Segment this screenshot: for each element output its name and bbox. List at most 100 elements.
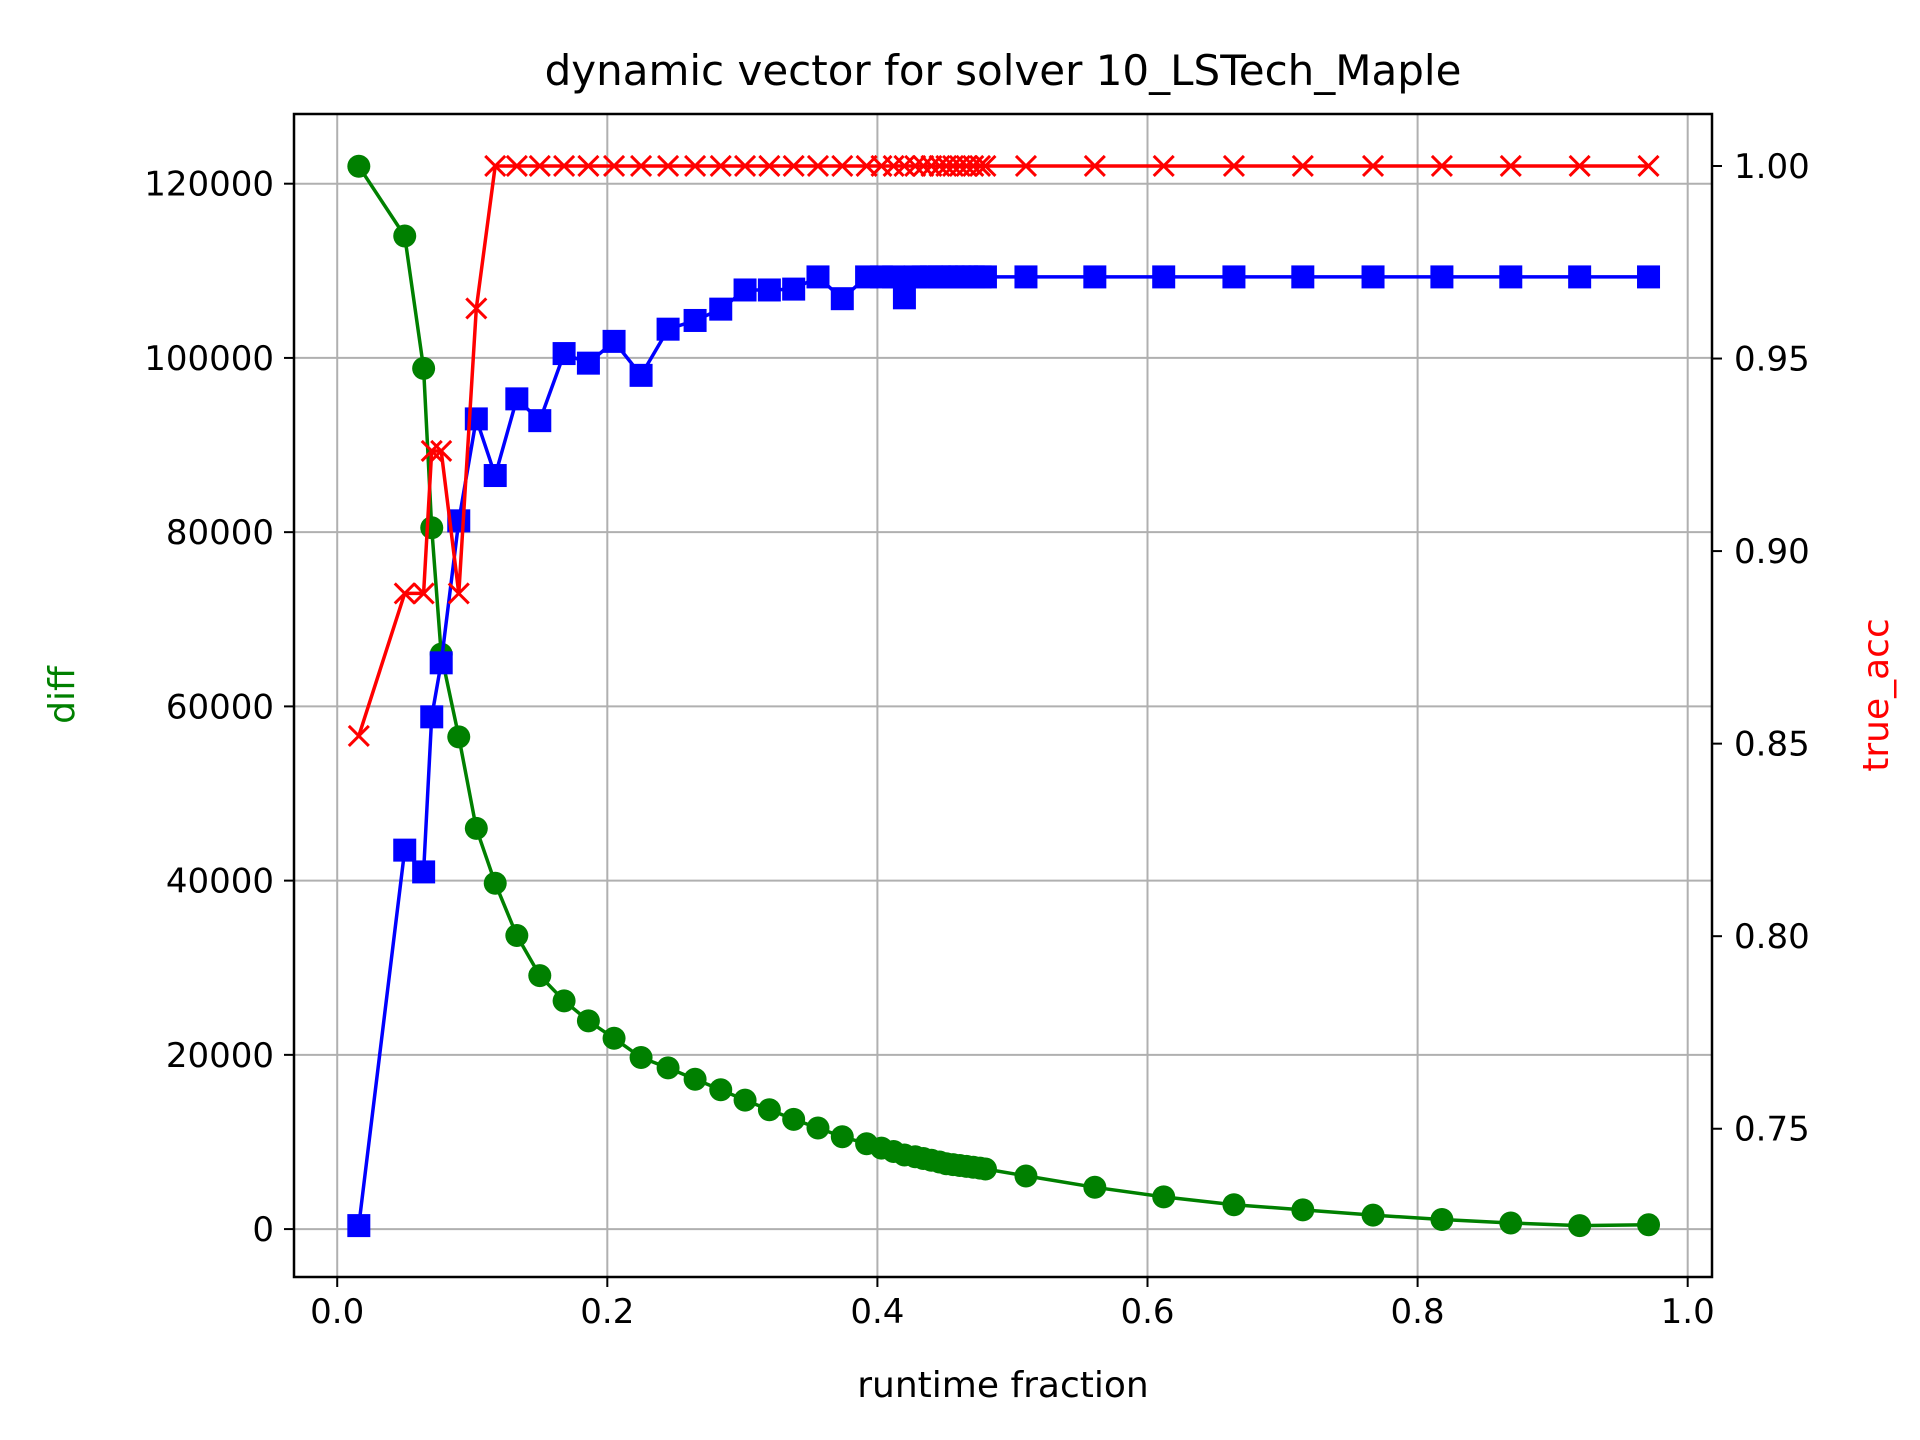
data-point-x — [968, 154, 992, 178]
data-point-square — [347, 1214, 371, 1238]
data-point-square — [733, 278, 757, 302]
data-point-x — [684, 154, 707, 178]
data-point-circle — [830, 1125, 854, 1149]
data-point-x — [709, 154, 732, 178]
data-point-circle — [1291, 1198, 1315, 1222]
data-point-square — [757, 278, 781, 302]
y-tick-label-left: 40000 — [166, 862, 274, 902]
data-point-square — [782, 277, 806, 301]
data-point-x — [831, 154, 854, 178]
data-point-square — [683, 308, 707, 332]
data-point-circle — [1222, 1193, 1246, 1217]
data-point-square — [1083, 265, 1107, 289]
data-point-square — [806, 265, 830, 289]
data-point-circle — [1152, 1185, 1176, 1209]
series-x — [347, 154, 1660, 747]
data-point-circle — [528, 964, 552, 988]
data-point-x — [412, 582, 435, 605]
data-point-circle — [683, 1067, 707, 1091]
x-tick-label: 0.0 — [310, 1292, 364, 1332]
data-point-x — [657, 154, 680, 178]
data-point-square — [629, 363, 653, 387]
data-point-x — [1499, 154, 1522, 178]
data-point-square — [709, 297, 733, 321]
data-point-square — [429, 651, 453, 675]
y-axis-label-left: diff — [42, 665, 83, 724]
data-point-x — [1568, 154, 1591, 178]
series-square — [347, 265, 1661, 1238]
data-point-circle — [1014, 1164, 1038, 1188]
data-point-x — [806, 154, 830, 178]
x-tick-label: 1.0 — [1661, 1292, 1715, 1332]
data-point-square — [656, 317, 680, 341]
data-point-square — [602, 329, 626, 353]
x-tick-label: 0.4 — [850, 1292, 904, 1332]
plot-series — [347, 154, 1661, 1238]
data-point-square — [830, 287, 854, 311]
data-point-square — [1568, 265, 1592, 289]
data-point-square — [1222, 265, 1246, 289]
data-point-x — [1291, 154, 1314, 178]
data-point-square — [505, 387, 529, 411]
data-point-x — [893, 154, 916, 178]
data-point-circle — [1568, 1214, 1592, 1238]
data-point-x — [603, 154, 626, 178]
y-tick-label-left: 80000 — [166, 513, 274, 553]
data-point-x — [505, 154, 528, 178]
data-point-x — [1152, 154, 1175, 178]
y-tick-label-left: 100000 — [144, 339, 274, 379]
data-point-x — [974, 154, 997, 178]
y-axis-label-right: true_acc — [1856, 618, 1897, 772]
data-point-circle — [1361, 1203, 1385, 1227]
data-point-x — [528, 154, 551, 178]
data-point-x — [733, 154, 757, 178]
data-point-circle — [782, 1107, 806, 1131]
data-point-x — [1014, 154, 1038, 178]
data-point-circle — [393, 224, 417, 248]
y-tick-label-right: 0.85 — [1734, 725, 1810, 765]
data-point-circle — [505, 924, 529, 948]
data-point-square — [576, 351, 600, 375]
data-point-circle — [757, 1098, 781, 1122]
y-tick-label-right: 1.00 — [1734, 147, 1810, 187]
data-point-circle — [1430, 1208, 1454, 1232]
data-point-x — [1361, 154, 1385, 178]
series-circle — [347, 154, 1661, 1238]
y-tick-label-left: 20000 — [166, 1036, 274, 1076]
data-point-square — [1152, 265, 1176, 289]
data-point-x — [1083, 154, 1106, 178]
x-tick-label: 0.8 — [1391, 1292, 1445, 1332]
data-point-circle — [629, 1045, 653, 1069]
y-tick-label-right: 0.90 — [1734, 532, 1810, 572]
data-point-x — [553, 154, 576, 178]
data-point-square — [892, 286, 916, 310]
data-point-square — [528, 409, 552, 433]
data-point-square — [483, 464, 507, 488]
data-point-square — [973, 265, 997, 289]
x-axis-label: runtime fraction — [857, 1365, 1149, 1406]
data-point-circle — [420, 516, 444, 540]
data-point-square — [393, 838, 417, 862]
data-point-circle — [447, 725, 471, 749]
data-point-square — [1014, 265, 1038, 289]
data-point-circle — [1499, 1211, 1523, 1235]
data-point-circle — [806, 1116, 830, 1140]
grid — [294, 114, 1712, 1277]
data-point-square — [1291, 265, 1315, 289]
data-point-circle — [1637, 1213, 1661, 1237]
data-point-square — [420, 705, 444, 729]
data-point-x — [430, 439, 453, 463]
data-point-circle — [552, 989, 576, 1013]
data-point-x — [912, 154, 935, 178]
data-point-x — [782, 154, 805, 178]
data-point-circle — [602, 1026, 626, 1050]
data-point-square — [552, 342, 576, 366]
data-point-circle — [347, 154, 371, 178]
data-point-square — [1637, 265, 1661, 289]
data-point-circle — [483, 871, 507, 895]
y-tick-label-left: 60000 — [166, 687, 274, 727]
data-point-x — [630, 154, 653, 178]
